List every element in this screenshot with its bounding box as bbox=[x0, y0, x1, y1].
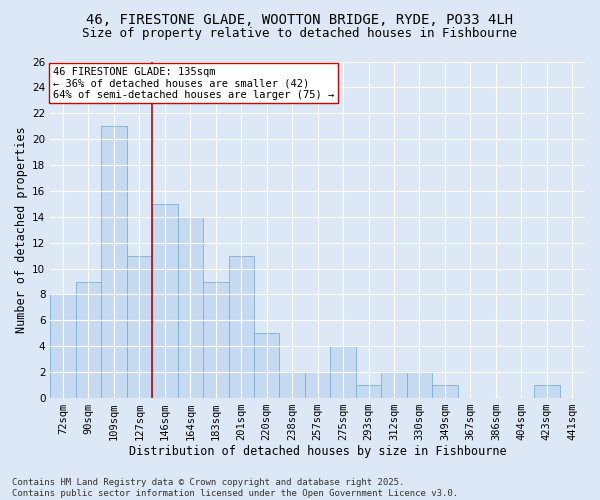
Text: Contains HM Land Registry data © Crown copyright and database right 2025.
Contai: Contains HM Land Registry data © Crown c… bbox=[12, 478, 458, 498]
Bar bbox=[50, 294, 76, 398]
Bar bbox=[229, 256, 254, 398]
Bar bbox=[254, 334, 280, 398]
Bar bbox=[203, 282, 229, 398]
Bar bbox=[101, 126, 127, 398]
Bar bbox=[76, 282, 101, 398]
Bar bbox=[534, 385, 560, 398]
Text: Size of property relative to detached houses in Fishbourne: Size of property relative to detached ho… bbox=[83, 28, 517, 40]
X-axis label: Distribution of detached houses by size in Fishbourne: Distribution of detached houses by size … bbox=[129, 444, 506, 458]
Bar bbox=[432, 385, 458, 398]
Bar bbox=[178, 217, 203, 398]
Text: 46, FIRESTONE GLADE, WOOTTON BRIDGE, RYDE, PO33 4LH: 46, FIRESTONE GLADE, WOOTTON BRIDGE, RYD… bbox=[86, 12, 514, 26]
Bar bbox=[407, 372, 432, 398]
Y-axis label: Number of detached properties: Number of detached properties bbox=[15, 126, 28, 333]
Bar bbox=[152, 204, 178, 398]
Bar bbox=[331, 346, 356, 398]
Bar bbox=[356, 385, 381, 398]
Text: 46 FIRESTONE GLADE: 135sqm
← 36% of detached houses are smaller (42)
64% of semi: 46 FIRESTONE GLADE: 135sqm ← 36% of deta… bbox=[53, 66, 334, 100]
Bar bbox=[280, 372, 305, 398]
Bar bbox=[127, 256, 152, 398]
Bar bbox=[305, 372, 331, 398]
Bar bbox=[381, 372, 407, 398]
